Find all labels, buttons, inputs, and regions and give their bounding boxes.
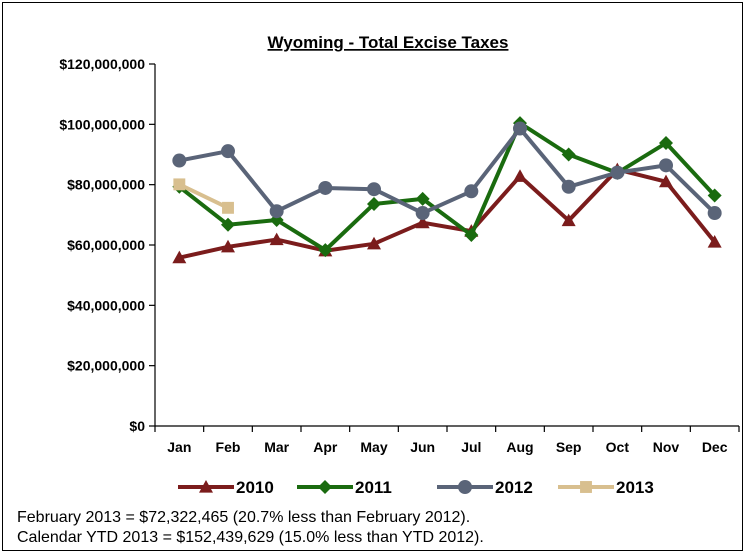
series-line-2010 (178, 167, 717, 260)
y-tick-label: $120,000,000 (59, 56, 145, 72)
y-tick-label: $60,000,000 (67, 237, 145, 253)
x-tick-label: Apr (313, 439, 338, 455)
square-marker (173, 178, 186, 191)
circle-marker (269, 204, 284, 219)
circle-marker (513, 121, 527, 136)
y-tick-label: $80,000,000 (67, 177, 145, 193)
triangle-marker (199, 480, 213, 493)
legend-item-2013: 2013 (558, 478, 654, 497)
diamond-marker (561, 147, 576, 162)
line-chart: Wyoming - Total Excise Taxes $0 $20,000,0… (59, 33, 740, 497)
diamond-marker (318, 243, 333, 258)
square-marker (222, 201, 234, 214)
series-line-2013 (178, 182, 229, 210)
series-line-2012 (178, 126, 717, 216)
y-tick-label: $20,000,000 (67, 358, 145, 374)
chart-axes: $0 $20,000,000 $40,000,000 $60,000,000 $80,0… (59, 56, 740, 455)
diamond-marker (659, 136, 673, 151)
diamond-marker (318, 480, 332, 494)
circle-marker (367, 182, 381, 197)
chart-title: Wyoming - Total Excise Taxes (268, 33, 509, 52)
legend-label: 2010 (236, 478, 274, 497)
triangle-marker (513, 169, 527, 182)
y-tick-label: $100,000,000 (59, 116, 145, 132)
triangle-marker (659, 174, 673, 188)
note-ytd: Calendar YTD 2013 = $152,439,629 (15.0% … (17, 529, 484, 546)
square-marker (580, 481, 592, 493)
diamond-marker (367, 196, 381, 211)
triangle-marker (561, 213, 576, 227)
x-tick-label: Jun (410, 439, 435, 455)
x-tick-label: Aug (506, 439, 533, 455)
legend-item-2012: 2012 (437, 478, 533, 497)
circle-marker (221, 144, 235, 159)
series-2013 (173, 178, 234, 214)
triangle-marker (172, 250, 187, 264)
legend-item-2010: 2010 (178, 478, 274, 497)
circle-marker (318, 180, 333, 195)
triangle-marker (269, 232, 284, 246)
x-tick-label: Jan (167, 439, 191, 455)
diamond-marker (707, 188, 722, 203)
note-february: February 2013 = $72,322,465 (20.7% less … (17, 509, 471, 526)
series-layer (172, 116, 722, 264)
circle-marker (659, 158, 673, 173)
legend-label: 2011 (355, 478, 392, 497)
x-tick-label: Feb (216, 439, 241, 455)
x-tick-label: May (360, 439, 387, 455)
circle-marker (172, 153, 187, 168)
series-2012 (172, 121, 722, 221)
x-tick-label: Nov (653, 439, 680, 455)
x-tick-label: Oct (606, 439, 630, 455)
circle-marker (561, 179, 576, 194)
legend-label: 2012 (495, 478, 533, 497)
y-tick-label: $40,000,000 (67, 297, 145, 313)
x-tick-label: Dec (702, 439, 728, 455)
legend-item-2011: 2011 (297, 478, 392, 497)
x-tick-label: Mar (264, 439, 289, 455)
x-tick-label: Sep (556, 439, 582, 455)
chart-legend: 2010 2011 2012 2013 (178, 478, 654, 497)
legend-label: 2013 (616, 478, 654, 497)
circle-marker (707, 206, 722, 221)
y-tick-label: $0 (129, 418, 145, 434)
circle-marker (610, 165, 625, 180)
x-tick-label: Jul (461, 439, 481, 455)
circle-marker (458, 480, 472, 494)
diamond-marker (415, 191, 430, 206)
circle-marker (464, 184, 479, 199)
triangle-marker (707, 234, 722, 248)
triangle-marker (415, 215, 430, 229)
series-line-2011 (178, 121, 717, 253)
triangle-marker (221, 239, 235, 253)
diamond-marker (464, 228, 479, 243)
triangle-marker (367, 236, 381, 250)
diamond-marker (221, 217, 235, 232)
circle-marker (415, 206, 430, 221)
series-2010 (172, 162, 722, 264)
